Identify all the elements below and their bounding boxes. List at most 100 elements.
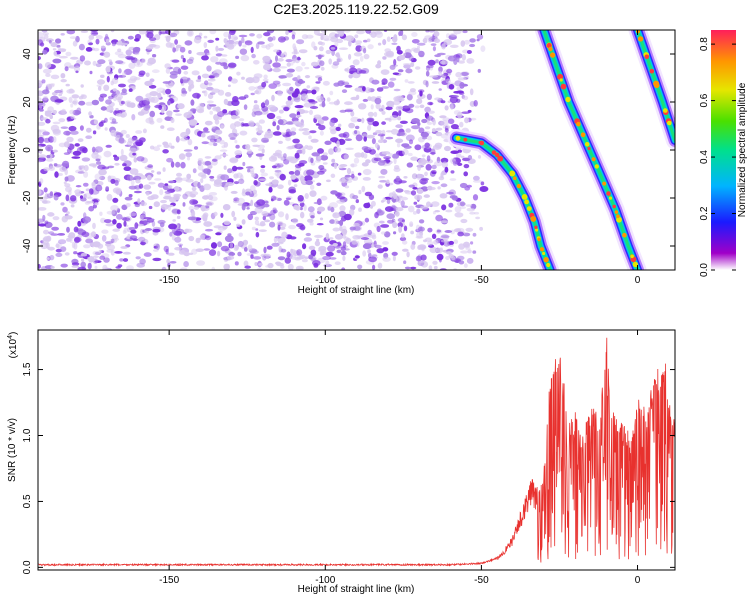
noise-speckle: [344, 101, 353, 106]
noise-speckle: [398, 180, 407, 184]
noise-speckle: [66, 136, 74, 143]
noise-speckle: [131, 137, 138, 142]
spectral-hotspot: [542, 251, 546, 256]
noise-speckle: [320, 195, 328, 201]
noise-speckle: [201, 174, 207, 179]
noise-speckle: [338, 210, 347, 218]
noise-speckle: [275, 261, 282, 265]
noise-speckle: [263, 203, 270, 208]
noise-speckle: [176, 215, 181, 220]
noise-speckle: [455, 153, 462, 158]
noise-speckle: [91, 146, 96, 153]
noise-speckle: [413, 201, 418, 205]
noise-speckle: [426, 135, 433, 141]
noise-speckle: [448, 202, 454, 208]
noise-speckle: [223, 38, 227, 44]
noise-speckle: [232, 128, 238, 135]
noise-speckle: [351, 173, 355, 179]
noise-speckle: [386, 198, 391, 205]
noise-speckle: [135, 179, 141, 184]
noise-speckle: [207, 165, 213, 169]
noise-speckle: [302, 243, 307, 250]
noise-speckle: [236, 223, 241, 227]
noise-speckle: [435, 214, 443, 222]
noise-speckle: [434, 160, 443, 167]
noise-speckle: [207, 39, 214, 44]
noise-speckle: [352, 226, 361, 231]
noise-speckle: [409, 266, 417, 270]
noise-speckle: [414, 194, 423, 201]
noise-speckle: [169, 231, 173, 237]
noise-speckle: [40, 42, 45, 47]
noise-speckle: [300, 211, 305, 219]
noise-speckle: [139, 258, 146, 265]
noise-speckle: [330, 47, 336, 50]
noise-speckle: [467, 109, 472, 113]
noise-speckle: [228, 44, 233, 48]
noise-speckle: [305, 232, 311, 237]
noise-speckle: [317, 155, 322, 160]
noise-speckle: [418, 219, 425, 224]
noise-speckle: [377, 184, 383, 189]
noise-speckle: [406, 251, 410, 258]
noise-speckle: [260, 165, 266, 169]
noise-speckle: [201, 132, 206, 138]
noise-speckle: [74, 237, 82, 243]
spectral-hotspot: [560, 83, 567, 90]
noise-speckle: [88, 255, 95, 263]
noise-speckle: [99, 255, 106, 260]
noise-speckle: [421, 145, 426, 149]
noise-speckle: [400, 200, 405, 207]
noise-speckle: [239, 48, 248, 55]
noise-speckle: [115, 107, 119, 111]
noise-speckle: [108, 59, 112, 62]
noise-speckle: [414, 105, 420, 109]
noise-speckle: [197, 181, 201, 189]
noise-speckle: [387, 81, 395, 88]
spectrogram-y-tick-label: 20: [22, 96, 33, 108]
noise-speckle: [425, 70, 430, 77]
noise-speckle: [426, 93, 432, 101]
noise-speckle: [64, 168, 68, 176]
noise-speckle: [193, 36, 202, 44]
noise-speckle: [290, 249, 296, 255]
noise-speckle: [256, 33, 263, 39]
noise-speckle: [147, 195, 155, 201]
noise-speckle: [276, 125, 280, 131]
noise-speckle: [168, 110, 173, 118]
noise-speckle: [55, 252, 63, 257]
noise-speckle: [220, 125, 224, 129]
noise-speckle: [321, 101, 326, 108]
noise-speckle: [208, 192, 218, 196]
noise-speckle: [334, 33, 340, 38]
noise-speckle: [298, 49, 308, 54]
noise-speckle: [355, 45, 363, 52]
noise-speckle: [338, 123, 342, 128]
noise-speckle: [144, 80, 153, 87]
noise-speckle: [453, 30, 462, 35]
noise-speckle: [113, 154, 117, 158]
noise-speckle: [121, 42, 128, 46]
noise-speckle: [220, 245, 230, 252]
noise-speckle: [220, 174, 230, 181]
noise-speckle: [38, 223, 47, 227]
noise-speckle: [183, 149, 193, 152]
spectral-hotspot: [653, 82, 660, 89]
noise-speckle: [258, 178, 267, 181]
noise-speckle: [272, 209, 278, 214]
spectral-hotspot: [497, 155, 504, 162]
noise-speckle: [316, 95, 324, 101]
noise-speckle: [180, 161, 186, 169]
noise-speckle: [381, 110, 386, 115]
noise-speckle: [317, 54, 322, 60]
noise-speckle: [310, 215, 315, 219]
noise-speckle: [186, 58, 194, 65]
noise-speckle: [244, 40, 253, 46]
noise-speckle: [374, 244, 382, 249]
noise-speckle: [179, 46, 186, 53]
noise-speckle: [355, 94, 360, 100]
noise-speckle: [395, 124, 403, 129]
noise-speckle: [307, 99, 315, 103]
noise-speckle: [127, 35, 134, 40]
